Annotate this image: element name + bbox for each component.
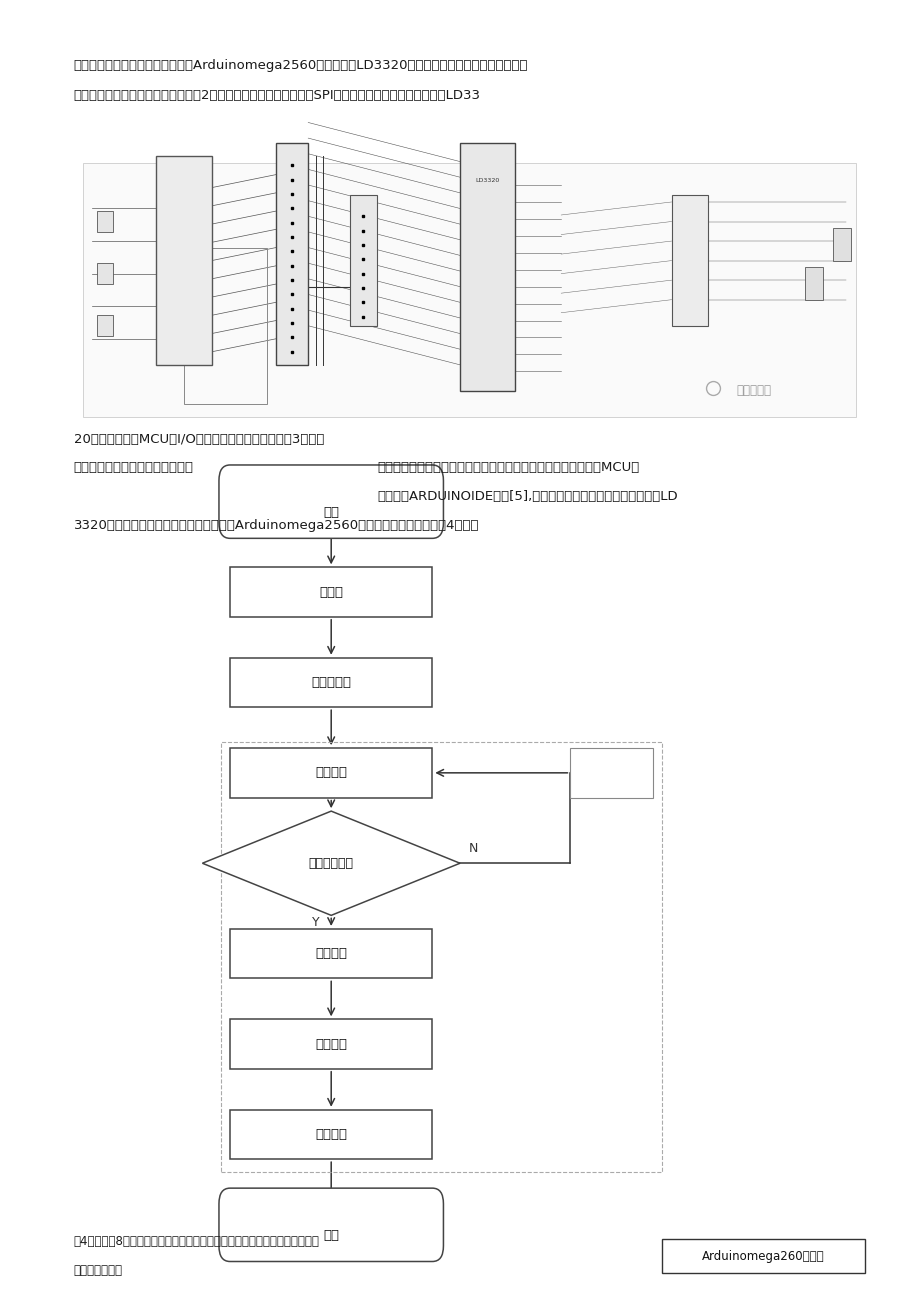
Bar	[230, 748, 432, 797]
Text: 初始化: 初始化	[319, 585, 343, 598]
Bar	[230, 567, 432, 616]
Text: 上传结果: 上传结果	[315, 1128, 346, 1141]
Bar	[832, 228, 850, 261]
Bar	[671, 195, 708, 326]
Text: N: N	[469, 843, 478, 855]
Polygon shape	[202, 810, 460, 915]
Bar	[804, 267, 823, 300]
Text: 响应中断: 响应中断	[315, 947, 346, 960]
Text: 其工作流程分为初始化、写入关键词、开始识别和响应中断等。MCU的: 其工作流程分为初始化、写入关键词、开始识别和响应中断等。MCU的	[377, 461, 639, 474]
Bar	[230, 658, 432, 708]
Text: Y: Y	[312, 916, 319, 929]
Text: 3320完成语音识别，并将识别结果上传至Arduinomega2560控制器。其软件流程如图4所示。: 3320完成语音识别，并将识别结果上传至Arduinomega2560控制器。其…	[74, 519, 479, 532]
Bar	[276, 143, 308, 365]
Text: 20的数据端口与MCU的I/O口相连。其硬件连接图如图3所示。: 20的数据端口与MCU的I/O口相连。其硬件连接图如图3所示。	[74, 433, 323, 446]
Text: 图4语音识别8系统软件设计示教与回放系统的软件设计包括测控计算机的软件: 图4语音识别8系统软件设计示教与回放系统的软件设计包括测控计算机的软件	[74, 1235, 319, 1248]
Bar	[230, 929, 432, 979]
Bar	[156, 156, 211, 365]
Bar	[96, 315, 113, 336]
Text: 是否有中断？: 是否有中断？	[309, 857, 353, 869]
Text: Arduinomega260控制器: Arduinomega260控制器	[701, 1250, 824, 1263]
FancyBboxPatch shape	[219, 465, 443, 538]
Bar	[460, 143, 515, 391]
Text: 结束: 结束	[323, 1229, 339, 1242]
Bar	[96, 263, 113, 284]
Text: 设计和各从设备: 设计和各从设备	[74, 1264, 122, 1277]
Text: 作，并将识别结果通过串口上传至Arduinomega2560控制器。对LD3320芯片的各种操作，都必须通过寄存: 作，并将识别结果通过串口上传至Arduinomega2560控制器。对LD332…	[74, 59, 528, 72]
Text: 器的操作来完成，寄存器读写操作有2种方式（标准并行方式和串行SPI方式）。在此采用并行方式，将LD33: 器的操作来完成，寄存器读写操作有2种方式（标准并行方式和串行SPI方式）。在此采…	[74, 89, 480, 102]
Bar	[96, 211, 113, 232]
Text: 语音识别流程采用中断方式工作，: 语音识别流程采用中断方式工作，	[74, 461, 193, 474]
Bar	[349, 195, 377, 326]
Bar	[230, 1019, 432, 1068]
Bar	[221, 741, 662, 1173]
Text: 写入关键词: 写入关键词	[311, 676, 351, 689]
Text: 获取结果: 获取结果	[315, 1037, 346, 1050]
FancyBboxPatch shape	[219, 1188, 443, 1261]
Bar	[230, 1110, 432, 1160]
Text: 开始识别: 开始识别	[315, 766, 346, 779]
Text: 传感器技术: 传感器技术	[735, 384, 770, 397]
Bar	[662, 1239, 864, 1273]
Bar	[83, 163, 855, 417]
Bar	[184, 248, 267, 404]
Text: 程序采用ARDUINOIDE编写[5],调试完成后通过串口进行烧录，控制LD: 程序采用ARDUINOIDE编写[5],调试完成后通过串口进行烧录，控制LD	[377, 490, 677, 503]
Bar	[570, 748, 652, 797]
Text: 开始: 开始	[323, 506, 339, 519]
Text: LD3320: LD3320	[475, 179, 499, 182]
